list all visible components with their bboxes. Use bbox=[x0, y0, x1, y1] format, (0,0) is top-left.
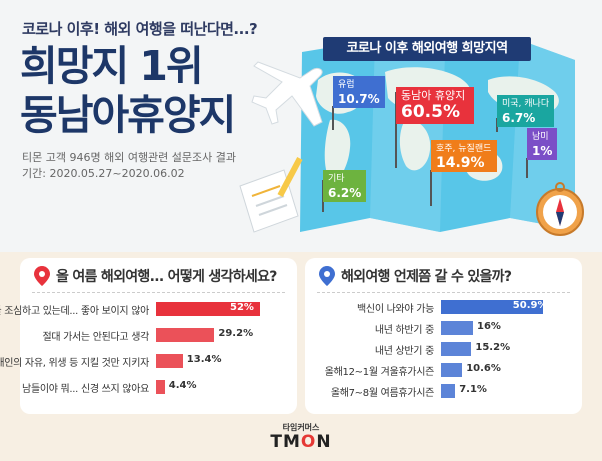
bar-value-label: 52% bbox=[230, 302, 254, 313]
bar bbox=[156, 328, 215, 342]
bar-row: 개인의 자유, 위생 등 지킬 것만 지키자 13.4% bbox=[0, 352, 297, 370]
flag-south-america: 남미 1% bbox=[527, 128, 558, 160]
bar-category-label: 백신이 나와야 가능 bbox=[357, 304, 434, 315]
flag-usa-canada: 미국, 캐나다 6.7% bbox=[497, 95, 555, 127]
bar-value-label: 13.4% bbox=[186, 354, 222, 365]
bar bbox=[441, 342, 472, 356]
airplane-icon bbox=[251, 61, 323, 127]
bar-row: 다들 조심하고 있는데... 좋아 보이지 않아 52% bbox=[0, 300, 297, 318]
bar-value-label: 29.2% bbox=[218, 328, 254, 339]
flag-name: 호주, 뉴질랜드 bbox=[436, 144, 492, 154]
logo-part: TM bbox=[270, 432, 301, 452]
flag-percent: 1% bbox=[532, 144, 553, 158]
bar-row: 절대 가서는 안된다고 생각 29.2% bbox=[20, 326, 297, 344]
map-banner: 코로나 이후 해외여행 희망지역 bbox=[323, 37, 531, 61]
bar-value-label: 7.1% bbox=[459, 384, 487, 395]
flag-other: 기타 6.2% bbox=[323, 170, 367, 202]
flag-australia-nz: 호주, 뉴질랜드 14.9% bbox=[431, 140, 497, 172]
flag-name: 유럽 bbox=[338, 80, 355, 90]
flag-name: 동남아 휴양지 bbox=[401, 89, 466, 102]
bar-category-label: 개인의 자유, 위생 등 지킬 것만 지키자 bbox=[0, 358, 149, 369]
bar-category-label: 절대 가서는 안된다고 생각 bbox=[42, 332, 149, 343]
flag-percent: 6.2% bbox=[328, 186, 362, 200]
bar-category-label: 다들 조심하고 있는데... 좋아 보이지 않아 bbox=[0, 306, 149, 317]
chart-title: 해외여행 언제쯤 갈 수 있을까? bbox=[341, 269, 512, 285]
flag-percent: 60.5% bbox=[401, 102, 460, 122]
bar-category-label: 내년 상반기 중 bbox=[374, 346, 434, 357]
tmon-logo: TMON bbox=[0, 432, 602, 452]
bar-value-label: 50.9% bbox=[512, 300, 548, 311]
divider bbox=[317, 292, 570, 293]
bar bbox=[441, 363, 463, 377]
flag-percent: 6.7% bbox=[502, 111, 536, 125]
bar bbox=[156, 380, 165, 394]
flag-europe: 유럽 10.7% bbox=[333, 76, 385, 108]
bar-value-label: 16% bbox=[477, 321, 501, 332]
logo-part: N bbox=[316, 432, 332, 452]
chart-title: 올 여름 해외여행... 어떻게 생각하세요? bbox=[56, 269, 277, 285]
logo-part-accent: O bbox=[300, 432, 317, 452]
bar-category-label: 올해7~8월 여름휴가시즌 bbox=[330, 388, 434, 399]
bar-row: 올해12~1월 겨울휴가시즌 10.6% bbox=[305, 361, 582, 379]
opinion-chart-panel: 올 여름 해외여행... 어떻게 생각하세요? 다들 조심하고 있는데... 좋… bbox=[0, 258, 297, 414]
flag-name: 남미 bbox=[532, 132, 549, 142]
flag-name: 미국, 캐나다 bbox=[502, 99, 550, 109]
compass-icon bbox=[536, 182, 584, 236]
bar bbox=[441, 300, 543, 314]
brand-tagline: 타임커머스 bbox=[282, 423, 320, 432]
bar-row: 백신이 나와야 가능 50.9% bbox=[305, 298, 582, 316]
headline: 희망지 1위 동남아휴양지 bbox=[20, 42, 236, 140]
bar-category-label: 내년 하반기 중 bbox=[374, 325, 434, 336]
divider bbox=[32, 292, 285, 293]
bar-category-label: 남들이야 뭐... 신경 쓰지 않아요 bbox=[22, 384, 149, 395]
bar-category-label: 올해12~1월 겨울휴가시즌 bbox=[324, 367, 435, 378]
bar bbox=[156, 354, 183, 368]
source-line-2: 기간: 2020.05.27~2020.06.02 bbox=[22, 167, 185, 180]
document-icon bbox=[239, 157, 303, 233]
bar-value-label: 4.4% bbox=[168, 380, 197, 391]
bar-row: 남들이야 뭐... 신경 쓰지 않아요 4.4% bbox=[20, 378, 297, 396]
bar-row: 올해7~8월 여름휴가시즌 7.1% bbox=[305, 382, 582, 400]
flag-percent: 14.9% bbox=[436, 155, 485, 171]
bar-row: 내년 상반기 중 15.2% bbox=[305, 340, 582, 358]
flag-name: 기타 bbox=[328, 174, 345, 184]
headline-line-2: 동남아휴양지 bbox=[20, 91, 236, 139]
survey-source: 티몬 고객 946명 해외 여행관련 설문조사 결과 기간: 2020.05.2… bbox=[22, 150, 236, 182]
bar-value-label: 10.6% bbox=[466, 363, 501, 374]
hero-section: 코로나 이후! 해외 여행을 떠난다면...? 희망지 1위 동남아휴양지 티몬… bbox=[0, 0, 602, 252]
location-pin-icon bbox=[319, 266, 335, 286]
flag-percent: 10.7% bbox=[338, 92, 380, 106]
source-line-1: 티몬 고객 946명 해외 여행관련 설문조사 결과 bbox=[22, 151, 237, 164]
bar bbox=[441, 321, 473, 335]
bar bbox=[156, 302, 260, 316]
survey-subtitle: 코로나 이후! 해외 여행을 떠난다면...? bbox=[22, 20, 258, 38]
headline-line-1: 희망지 1위 bbox=[20, 42, 204, 90]
bar-value-label: 15.2% bbox=[475, 342, 511, 353]
location-pin-icon bbox=[34, 266, 50, 286]
timing-chart-panel: 해외여행 언제쯤 갈 수 있을까? 백신이 나와야 가능 50.9% 내년 하반기 … bbox=[305, 258, 582, 414]
bar-row: 내년 하반기 중 16% bbox=[305, 319, 582, 337]
flag-southeast-asia: 동남아 휴양지 60.5% bbox=[396, 87, 474, 124]
bar bbox=[441, 384, 456, 398]
